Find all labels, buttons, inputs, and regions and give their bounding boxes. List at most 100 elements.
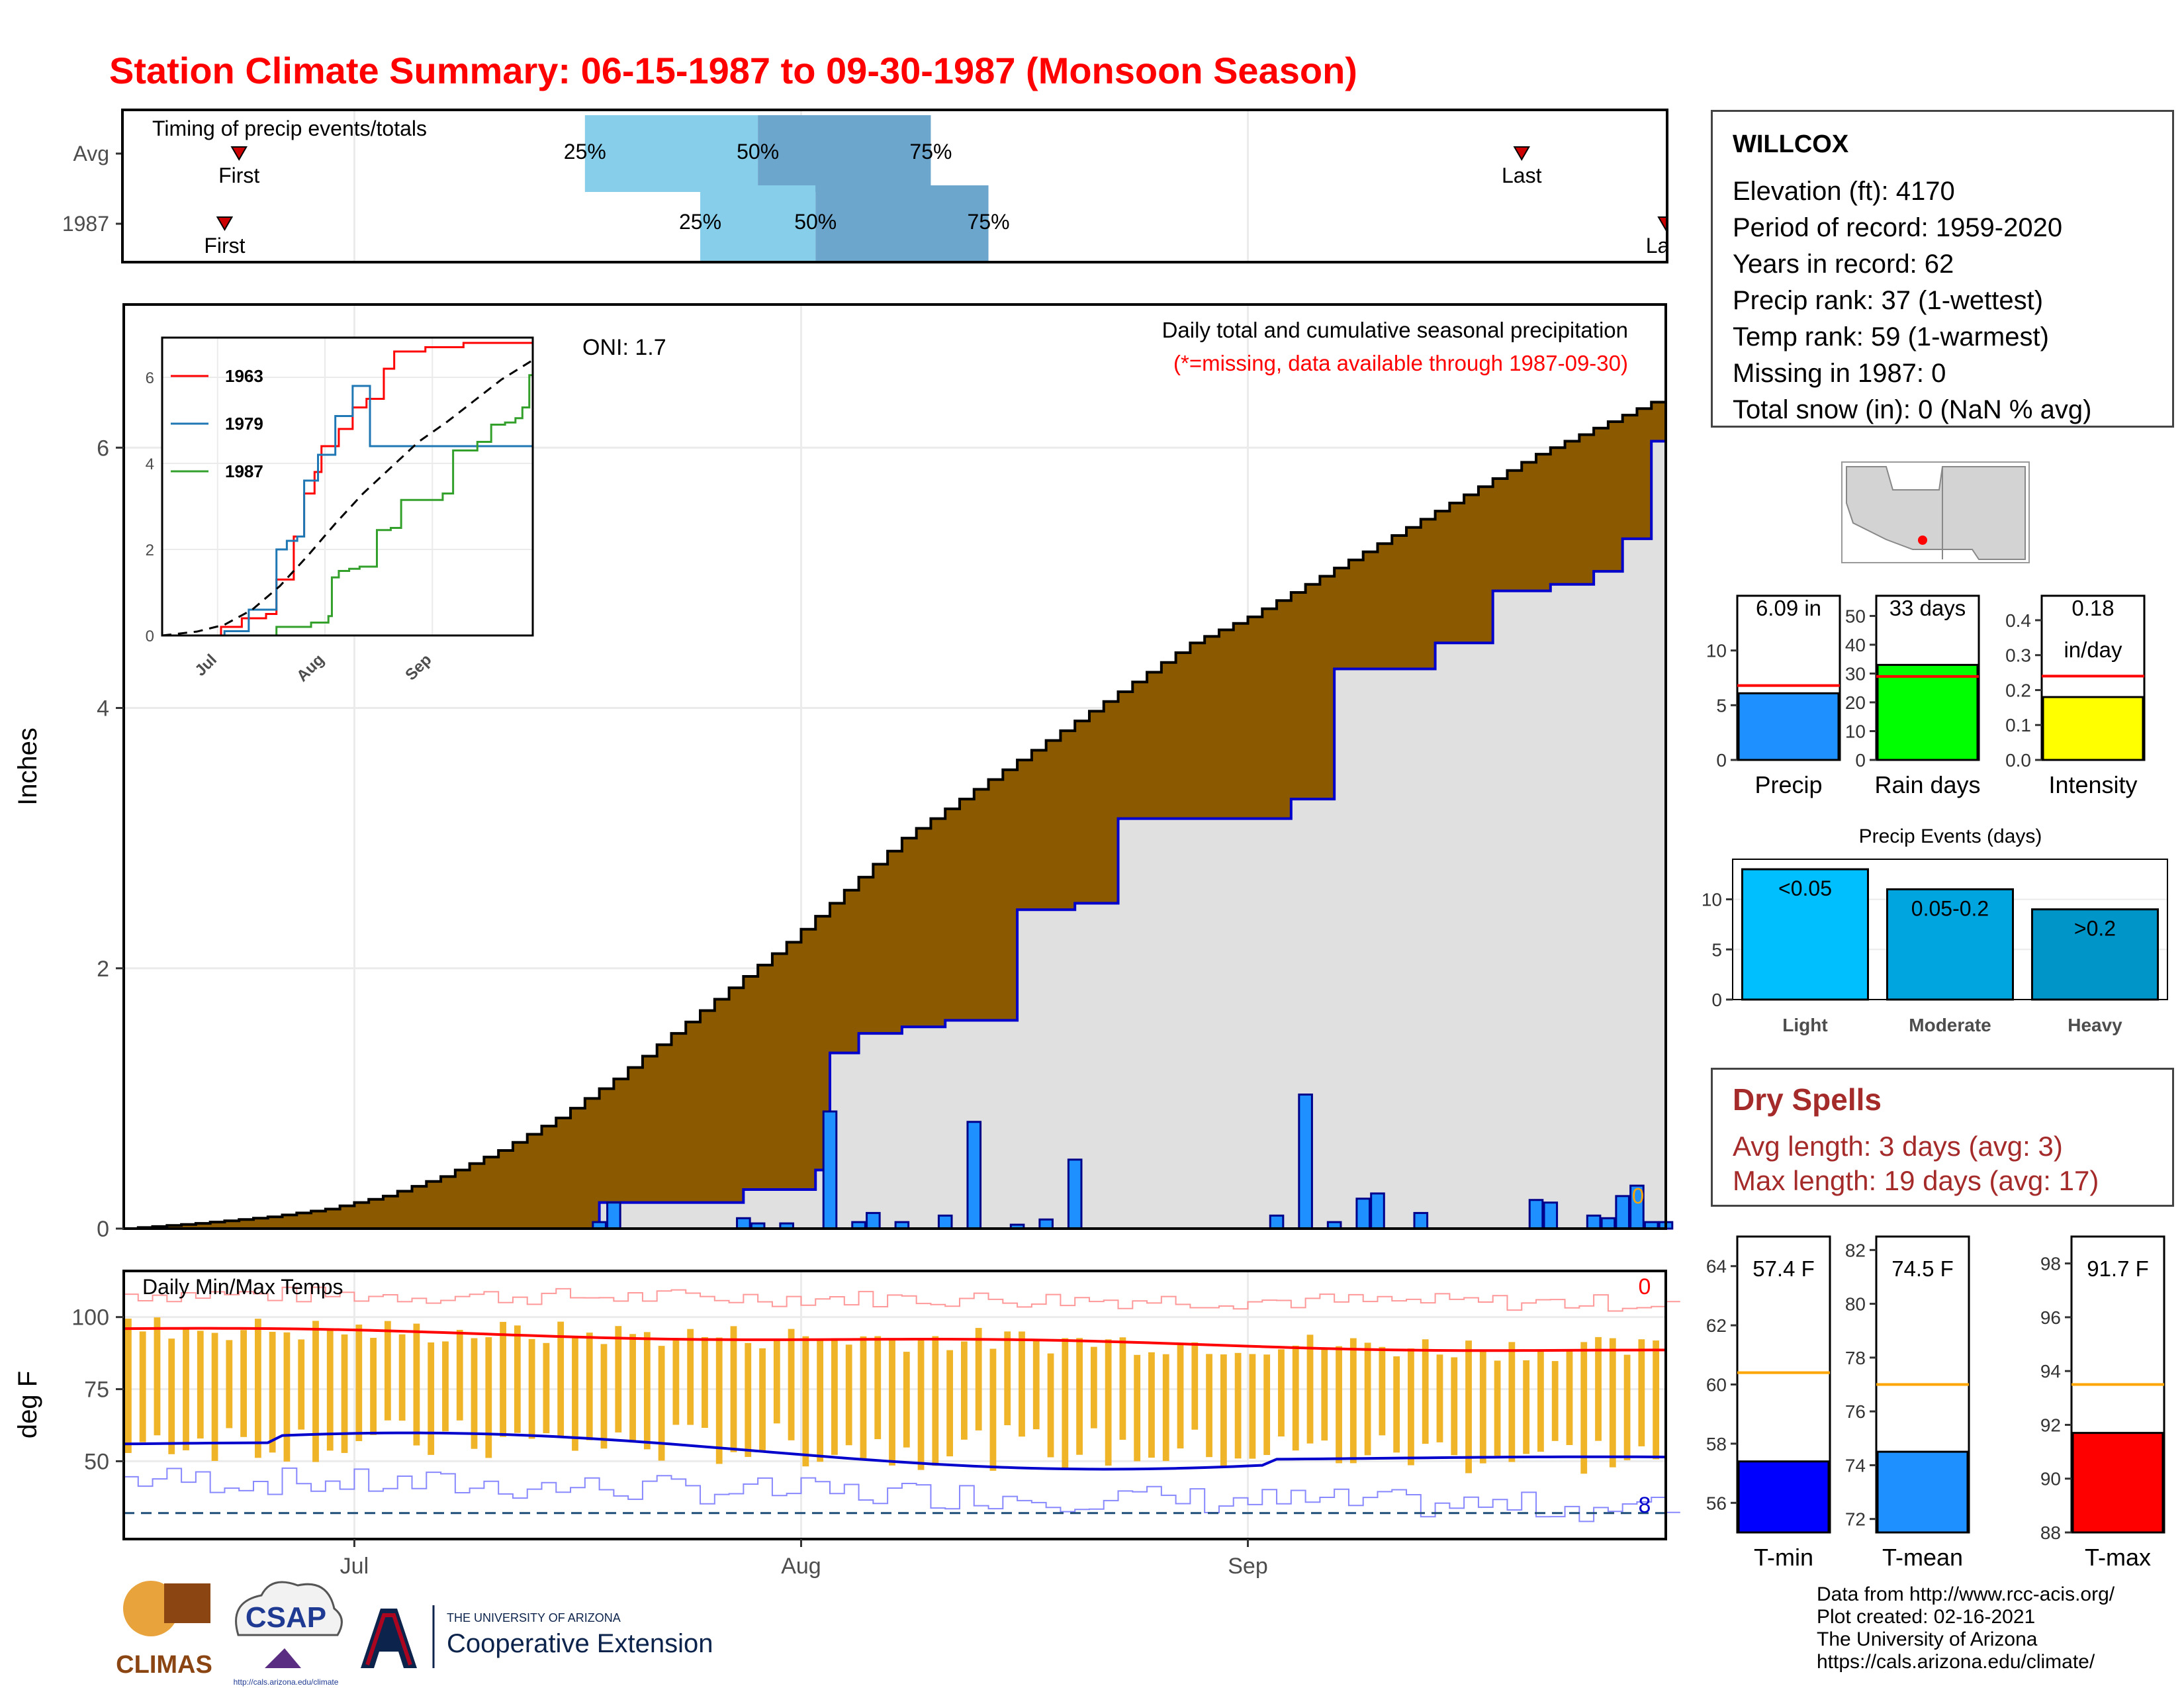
daily-precip-bar <box>1355 1197 1371 1230</box>
daily-temp-bar <box>874 1336 882 1440</box>
daily-temp-bar <box>1393 1356 1400 1453</box>
events-bar-label: >0.2 <box>2074 917 2116 941</box>
daily-temp-bar <box>1609 1338 1616 1468</box>
precip-missing-count: 0 <box>1632 1184 1644 1208</box>
credit-line: The University of Arizona <box>1817 1628 2038 1650</box>
record-low-line <box>124 1467 1680 1523</box>
ua-logo-a <box>361 1609 417 1668</box>
daily-temp-bar <box>312 1321 319 1462</box>
station-name: WILLCOX <box>1733 130 1849 158</box>
csap-logo-mountain <box>265 1648 301 1668</box>
quantile-label-25: 25% <box>679 210 721 234</box>
inset-border <box>161 336 534 637</box>
summary-bar <box>2042 696 2144 761</box>
daily-temp-bar <box>629 1334 636 1443</box>
last-event-marker <box>1513 146 1530 161</box>
daily-temp-bar <box>586 1333 593 1440</box>
precip-avg-cumulative-line <box>124 395 1667 1230</box>
daily-temp-bar <box>1653 1340 1660 1460</box>
temp-summary-y-tick-label: 82 <box>1845 1240 1866 1260</box>
summary-panel-name: Precip <box>1754 771 1822 798</box>
temp-summary-value-label: 57.4 F <box>1752 1256 1815 1281</box>
precip-y-axis-label: Inches <box>13 727 42 806</box>
temp-summary-y-tick-label: 62 <box>1706 1315 1727 1336</box>
daily-temp-bar <box>1019 1331 1025 1437</box>
summary-value-label: 6.09 in <box>1756 596 1821 620</box>
summary-y-tick-label: 0 <box>1855 750 1866 771</box>
events-bar <box>2031 908 2159 1001</box>
events-category-label: Heavy <box>2068 1015 2122 1035</box>
daily-temp-bar <box>1032 1338 1040 1430</box>
daily-temp-bar <box>1119 1337 1126 1440</box>
daily-temp-bar <box>384 1321 391 1421</box>
daily-temp-bar <box>326 1329 334 1451</box>
station-missing: Missing in 1987: 0 <box>1733 359 1946 388</box>
daily-temp-bar <box>1465 1340 1472 1474</box>
daily-temp-bar <box>240 1330 248 1437</box>
daily-temp-bar <box>226 1340 233 1429</box>
station-snow: Total snow (in): 0 (NaN % avg) <box>1733 395 2092 424</box>
timing-row-label: 1987 <box>62 212 109 236</box>
temp-summary-y-tick-label: 96 <box>2040 1307 2061 1328</box>
temp-summary-name: T-max <box>2085 1544 2151 1571</box>
daily-temp-bar <box>1191 1342 1199 1430</box>
daily-temp-bar <box>702 1336 708 1428</box>
temp-summary-y-tick-label: 80 <box>1845 1294 1866 1315</box>
daily-precip-bar <box>1413 1211 1429 1230</box>
daily-temp-bar <box>687 1329 694 1425</box>
temp-summary-name: T-mean <box>1882 1544 1963 1571</box>
inset-series-line-1963 <box>162 342 533 637</box>
daily-temp-bar <box>1349 1338 1357 1464</box>
daily-temp-bar <box>715 1337 723 1464</box>
daily-precip-bar <box>1615 1195 1630 1230</box>
ua-logo-line2: Cooperative Extension <box>447 1629 713 1658</box>
daily-temp-bar <box>572 1338 578 1451</box>
record-high-line <box>124 1286 1680 1312</box>
daily-temp-bar <box>903 1352 910 1448</box>
precip-panel-title: Daily total and cumulative seasonal prec… <box>1162 318 1628 342</box>
daily-temp-bar <box>1105 1339 1112 1466</box>
inset-y-tick-label: 0 <box>146 628 154 645</box>
timing-row-label: Avg <box>73 142 109 165</box>
summary-y-tick-label: 30 <box>1845 663 1866 684</box>
csap-logo-text: CSAP <box>246 1601 326 1634</box>
inset-frame <box>161 336 534 637</box>
daily-temp-bar <box>1436 1354 1443 1442</box>
daily-precip-bar <box>1528 1199 1544 1230</box>
avg-tmin-line <box>123 1431 1666 1471</box>
hot-days-count: 0 <box>1639 1274 1651 1299</box>
daily-temp-bar <box>1638 1339 1645 1446</box>
daily-temp-bar <box>1162 1354 1169 1462</box>
daily-temp-bar <box>471 1338 478 1449</box>
temp-y-tick-label: 100 <box>71 1305 109 1331</box>
station-temp-rank: Temp rank: 59 (1-warmest) <box>1733 322 2049 352</box>
daily-temp-bar <box>989 1348 997 1471</box>
daily-temp-bar <box>1220 1354 1227 1467</box>
dry-spells-max: Max length: 19 days (avg: 17) <box>1733 1165 2099 1196</box>
events-bar <box>1886 888 2014 1001</box>
first-event-label: First <box>218 164 259 187</box>
daily-temp-bar <box>442 1341 449 1432</box>
daily-temp-bar <box>1306 1335 1314 1444</box>
daily-temp-bar <box>183 1328 189 1450</box>
dry-spells-avg: Avg length: 3 days (avg: 3) <box>1733 1131 2063 1162</box>
precip-y-tick-label: 0 <box>97 1217 109 1242</box>
daily-precip-bar <box>1543 1201 1559 1230</box>
temp-summary-y-tick-label: 78 <box>1845 1348 1866 1368</box>
temp-x-tick-label: Jul <box>340 1554 369 1579</box>
daily-temp-bar <box>788 1329 795 1440</box>
daily-temp-bar <box>543 1342 550 1434</box>
inset-avg-line <box>161 359 533 637</box>
daily-precip-bar <box>1038 1218 1054 1230</box>
precip-panel-border <box>122 303 1667 1230</box>
inset-series-line-1979 <box>162 385 534 637</box>
ua-logo-line1: THE UNIVERSITY OF ARIZONA <box>447 1611 621 1624</box>
daily-temp-bar <box>298 1339 305 1430</box>
inset-legend-label: 1987 <box>225 461 263 481</box>
daily-temp-bar <box>960 1341 968 1440</box>
daily-temp-bar <box>428 1342 435 1455</box>
summary-y-tick-label: 10 <box>1845 721 1866 741</box>
daily-temp-bar <box>1494 1360 1501 1456</box>
daily-temp-bar <box>672 1338 680 1425</box>
daily-temp-bar <box>370 1338 377 1435</box>
